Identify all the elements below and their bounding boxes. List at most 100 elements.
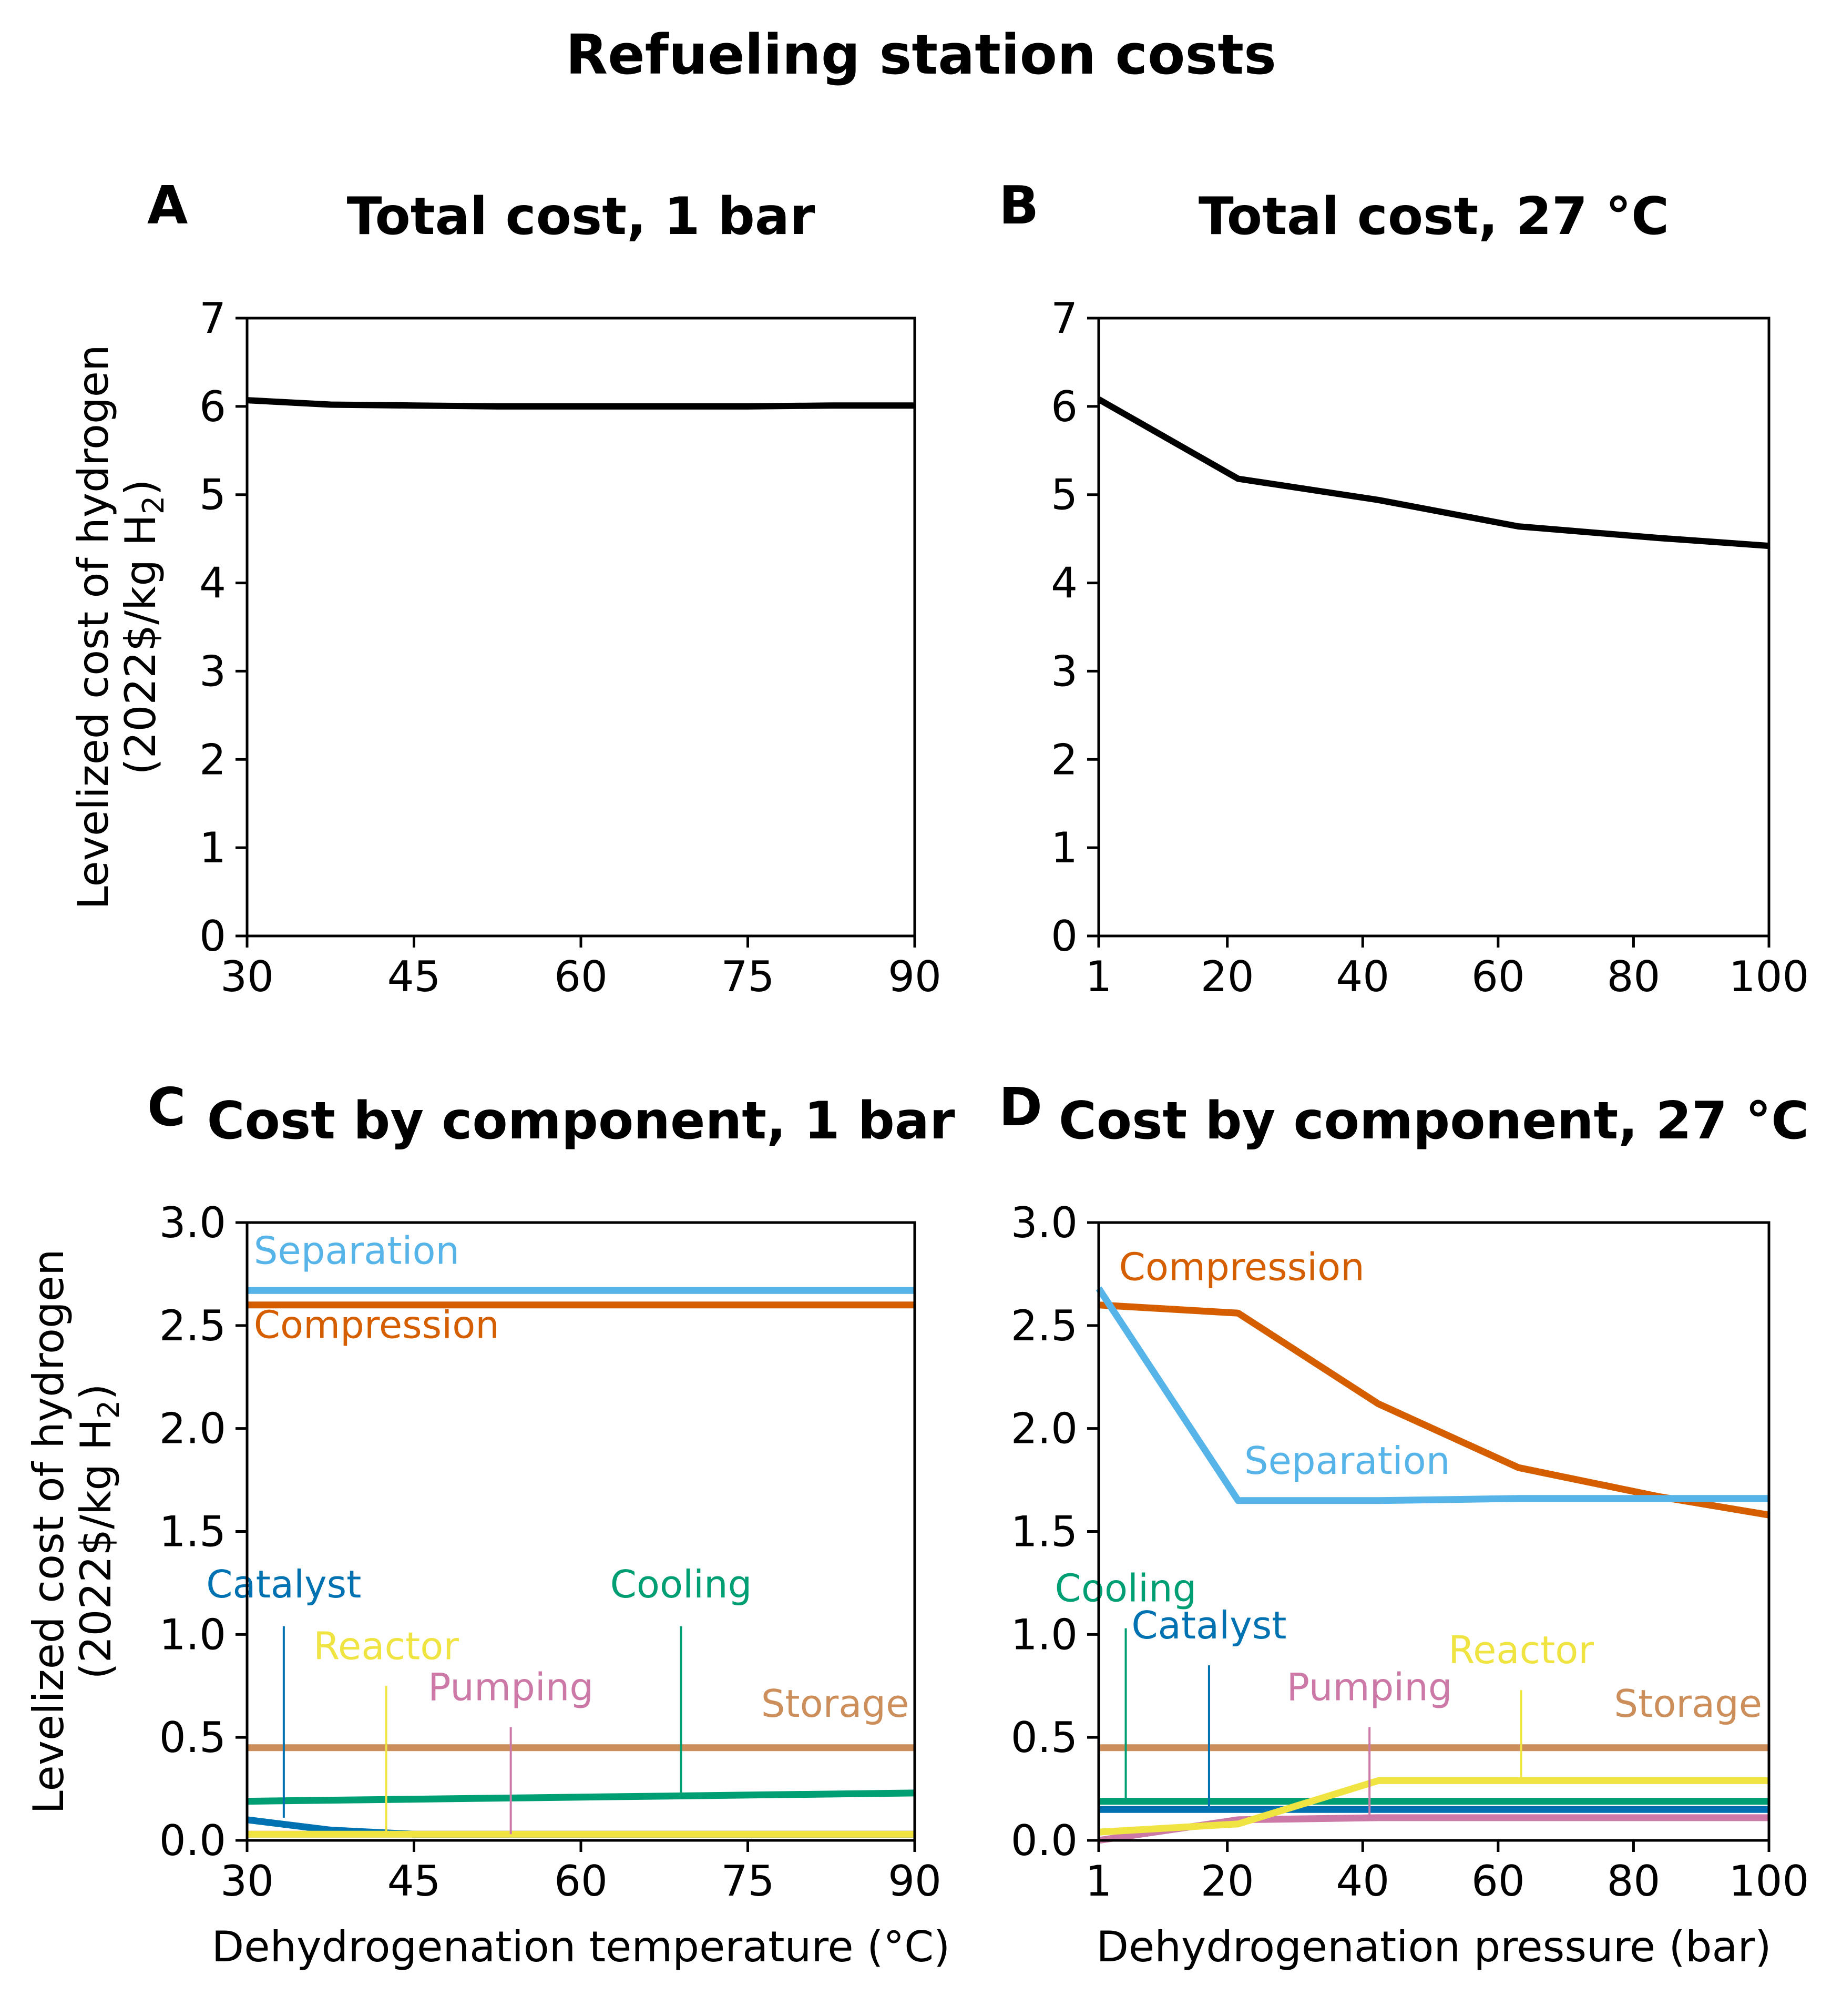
chart-c-ytick-label: 3.0	[159, 1198, 226, 1247]
chart-c-label-catalyst: Catalyst	[206, 1562, 361, 1606]
chart-b-xtick-label: 40	[1336, 952, 1389, 1001]
chart-b-xtick-label: 100	[1729, 952, 1809, 1001]
chart-a-ylabel-units: (2022$/kg H2)	[116, 479, 171, 775]
chart-b-axes-frame	[1097, 317, 1771, 938]
chart-c-ylabel-units-close: )	[71, 1383, 120, 1400]
chart-d-label-compression: Compression	[1119, 1245, 1365, 1289]
chart-d-xtick-label: 60	[1471, 1857, 1525, 1906]
chart-b-ytick-label: 2	[1051, 735, 1078, 784]
chart-b-ytick-label: 6	[1051, 382, 1078, 431]
panel-letter-d: D	[999, 1076, 1042, 1138]
chart-c-ylabel-units-main: (2022$/kg H	[71, 1419, 120, 1679]
chart-c-label-separation: Separation	[254, 1228, 459, 1272]
chart-d-ytick-label: 2.5	[1011, 1301, 1078, 1350]
chart-a-ytick-label: 4	[199, 559, 226, 608]
chart-c-ytick-label: 0.0	[159, 1816, 226, 1865]
chart-c-ylabel-units: (2022$/kg H2)	[71, 1383, 126, 1679]
chart-d-ytick-label: 1.0	[1011, 1610, 1078, 1659]
chart-a-xtick-label: 45	[387, 952, 441, 1001]
chart-a-ytick-label: 7	[199, 294, 226, 343]
chart-a-series-total	[247, 397, 915, 410]
chart-d-label-reactor: Reactor	[1448, 1628, 1594, 1672]
chart-d-label-storage: Storage	[1614, 1682, 1762, 1726]
chart-b-xtick-label: 1	[1086, 952, 1112, 1001]
chart-a-ytick-label: 0	[199, 912, 226, 961]
chart-c-ytick-label: 2.0	[159, 1404, 226, 1453]
chart-a-title: Total cost, 1 bar	[347, 187, 815, 247]
chart-c-xtick-label: 30	[220, 1857, 274, 1906]
chart-b-ytick-label: 5	[1051, 471, 1078, 520]
chart-a-xtick-label: 30	[220, 952, 274, 1001]
chart-c-xtick-label: 90	[888, 1857, 942, 1906]
chart-c-ytick-label: 1.5	[159, 1508, 226, 1556]
chart-c-label-reactor: Reactor	[313, 1624, 459, 1668]
chart-d-ytick-label: 0.0	[1011, 1816, 1078, 1865]
chart-c-xtick-label: 45	[387, 1857, 441, 1906]
chart-c-xtick-label: 75	[721, 1857, 775, 1906]
chart-d-xtick-label: 40	[1336, 1857, 1389, 1906]
chart-c-label-compression: Compression	[254, 1302, 499, 1347]
chart-d-ytick-label: 0.5	[1011, 1713, 1078, 1762]
chart-c-title: Cost by component, 1 bar	[207, 1091, 955, 1151]
chart-d-label-pumping: Pumping	[1287, 1665, 1452, 1709]
chart-d-series-compression	[1098, 1301, 1770, 1519]
chart-d-series-separation	[1096, 1286, 1769, 1504]
chart-a-ytick-label: 1	[199, 823, 226, 872]
chart-d-xtick-label: 1	[1086, 1857, 1112, 1906]
chart-c-label-pumping: Pumping	[428, 1665, 593, 1709]
chart-b-xtick-label: 20	[1201, 952, 1254, 1001]
chart-c-ytick-label: 0.5	[159, 1713, 226, 1762]
panel-letter-b: B	[999, 175, 1039, 236]
chart-a-xtick-label: 90	[888, 952, 942, 1001]
chart-a-ytick-label: 6	[199, 382, 226, 431]
chart-d-ytick-label: 3.0	[1011, 1198, 1078, 1247]
chart-d-xtick-label: 80	[1607, 1857, 1661, 1906]
chart-c-series-cooling	[247, 1789, 915, 1805]
panel-c: Cost by component, 1 bar Separation Compre…	[24, 1091, 955, 1971]
figure-title: Refueling station costs	[566, 23, 1276, 87]
chart-d-ytick-label: 1.5	[1011, 1508, 1078, 1556]
chart-d-label-separation: Separation	[1244, 1439, 1450, 1483]
chart-a-ylabel-units-subscript: 2	[137, 496, 171, 515]
chart-c-label-cooling: Cooling	[610, 1562, 752, 1606]
chart-a-axes-frame	[245, 317, 916, 938]
chart-a-ytick-label: 2	[199, 735, 226, 784]
chart-b-series-total	[1097, 396, 1769, 549]
chart-c-label-storage: Storage	[761, 1682, 909, 1726]
chart-c-ylabel-units-subscript: 2	[92, 1400, 126, 1419]
chart-c-ylabel: Levelized cost of hydrogen	[24, 1249, 73, 1814]
chart-c-ytick-label: 2.5	[159, 1301, 226, 1350]
chart-b-ytick-label: 4	[1051, 559, 1078, 608]
panel-d: Cost by component, 27 °C Compression Separ…	[1011, 1091, 1809, 1971]
panel-letter-c: C	[147, 1076, 186, 1138]
chart-a-xtick-label: 60	[554, 952, 608, 1001]
chart-d-xtick-label: 100	[1729, 1857, 1809, 1906]
chart-b-xtick-label: 80	[1607, 952, 1661, 1001]
chart-b-ytick-label: 1	[1051, 823, 1078, 872]
chart-a-ytick-label: 3	[199, 647, 226, 696]
chart-c-ytick-label: 1.0	[159, 1610, 226, 1659]
chart-d-xlabel: Dehydrogenation pressure (bar)	[1096, 1922, 1771, 1971]
chart-d-series-reactor	[1098, 1777, 1769, 1836]
chart-a-ylabel-units-main: (2022$/kg H	[116, 514, 165, 775]
chart-d-ytick-label: 2.0	[1011, 1404, 1078, 1453]
chart-c-xlabel: Dehydrogenation temperature (°C)	[212, 1922, 950, 1971]
chart-d-label-catalyst: Catalyst	[1131, 1603, 1286, 1647]
chart-d-xtick-label: 20	[1201, 1857, 1254, 1906]
chart-b-title: Total cost, 27 °C	[1199, 187, 1669, 247]
chart-a-ylabel: Levelized cost of hydrogen	[69, 344, 118, 909]
chart-a-ytick-label: 5	[199, 471, 226, 520]
chart-b-xtick-label: 60	[1471, 952, 1525, 1001]
chart-b-ytick-label: 7	[1051, 294, 1078, 343]
panel-letter-a: A	[147, 175, 188, 236]
chart-c-xtick-label: 60	[554, 1857, 608, 1906]
chart-b-ytick-label: 0	[1051, 912, 1078, 961]
chart-d-title: Cost by component, 27 °C	[1059, 1091, 1809, 1151]
chart-a-xtick-label: 75	[721, 952, 775, 1001]
chart-a-ylabel-units-close: )	[116, 479, 165, 495]
chart-b-ytick-label: 3	[1051, 647, 1078, 696]
chart-d-label-cooling: Cooling	[1055, 1566, 1197, 1611]
